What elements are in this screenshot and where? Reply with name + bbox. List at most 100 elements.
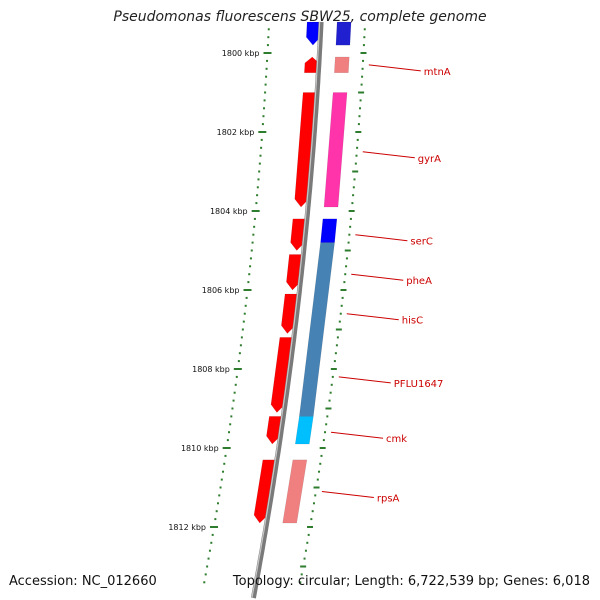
scale-dot bbox=[245, 296, 248, 299]
outer-dot bbox=[361, 75, 364, 78]
scale-dot bbox=[229, 423, 232, 426]
scale-dot bbox=[204, 573, 207, 576]
scale-dot bbox=[264, 83, 267, 86]
outer-dot bbox=[319, 462, 322, 465]
scale-dot bbox=[257, 178, 260, 181]
scale-dot bbox=[219, 486, 222, 489]
gene-label-cmk: cmk bbox=[386, 434, 407, 445]
scale-dot bbox=[206, 565, 209, 568]
scale-dot bbox=[260, 146, 263, 149]
scale-dot bbox=[224, 454, 227, 457]
scale-dot bbox=[215, 510, 218, 513]
outer-dot bbox=[362, 59, 365, 62]
outer-dot bbox=[360, 52, 367, 54]
scale-dot bbox=[243, 312, 246, 315]
scale-dot bbox=[239, 344, 242, 347]
outer-dot bbox=[348, 210, 355, 212]
major-tick bbox=[251, 210, 260, 212]
scale-dot bbox=[265, 75, 268, 78]
outer-dot bbox=[326, 415, 329, 418]
scale-dot bbox=[256, 186, 259, 189]
gene-leader-line bbox=[321, 490, 374, 498]
scale-dot bbox=[247, 281, 250, 284]
scale-dot bbox=[237, 360, 240, 363]
scale-dot bbox=[249, 257, 252, 260]
map-title: Pseudomonas fluorescens SBW25, complete … bbox=[113, 9, 487, 25]
genome-summary: Topology: circular; Length: 6,722,539 bp… bbox=[232, 574, 590, 589]
outer-dot bbox=[340, 304, 343, 307]
outer-dot bbox=[340, 289, 347, 291]
outer-dot bbox=[299, 581, 302, 584]
scale-dot bbox=[241, 328, 244, 331]
outer-dot bbox=[353, 178, 356, 181]
outer-dot bbox=[344, 273, 347, 276]
outer-dot bbox=[320, 454, 323, 457]
scale-dot bbox=[211, 533, 214, 536]
scale-dot bbox=[203, 581, 206, 584]
outer-dot bbox=[359, 107, 362, 110]
accession-text: Accession: NC_012660 bbox=[9, 574, 157, 589]
scale-dot bbox=[264, 91, 267, 94]
outer-dot bbox=[359, 99, 362, 102]
feature-middle-11 bbox=[323, 92, 348, 208]
gene-label-hisc: hisC bbox=[402, 316, 423, 327]
gene-leader-line bbox=[368, 64, 421, 72]
outer-dot bbox=[339, 312, 342, 315]
outer-dot bbox=[341, 296, 344, 299]
outer-dot bbox=[345, 257, 348, 260]
scale-dot bbox=[261, 123, 264, 126]
scale-dot bbox=[258, 170, 261, 173]
backbone-highlight bbox=[251, 21, 321, 599]
outer-dot bbox=[314, 494, 317, 497]
outer-dot bbox=[333, 360, 336, 363]
outer-dot bbox=[343, 281, 346, 284]
outer-dot bbox=[358, 91, 365, 94]
scale-dot bbox=[218, 494, 221, 497]
scale-dot bbox=[258, 162, 261, 165]
scale-dot bbox=[233, 391, 236, 394]
feature-middle-15 bbox=[282, 459, 308, 524]
major-tick bbox=[210, 526, 219, 528]
outer-dot bbox=[318, 470, 321, 473]
gene-label-phea: pheA bbox=[406, 276, 432, 287]
outer-dot bbox=[307, 533, 310, 536]
scale-dot bbox=[216, 502, 219, 505]
scale-dot bbox=[265, 67, 268, 70]
gene-leader-line bbox=[362, 151, 415, 159]
scale-dot bbox=[230, 415, 233, 418]
gene-label-serc: serC bbox=[410, 237, 432, 248]
outer-dot bbox=[344, 249, 351, 252]
outer-dot bbox=[361, 67, 364, 70]
backbone-line bbox=[250, 21, 324, 599]
gene-labels: mtnA gyrA serC pheA hisC PFLU1647 cmk rpsA bbox=[321, 64, 451, 504]
scale-dot bbox=[263, 99, 266, 102]
major-tick bbox=[222, 447, 231, 449]
scale-dot bbox=[267, 28, 270, 31]
major-tick bbox=[233, 368, 242, 370]
outer-dot bbox=[356, 138, 359, 141]
outer-dot bbox=[348, 233, 351, 236]
scale-dot bbox=[208, 549, 211, 552]
gene-leader-line bbox=[351, 273, 404, 281]
scale-dot bbox=[266, 59, 269, 62]
outer-dot bbox=[331, 375, 334, 378]
scale-dot bbox=[214, 518, 217, 521]
scale-dot bbox=[220, 478, 223, 481]
outer-dot bbox=[357, 123, 360, 126]
outer-dot bbox=[325, 407, 332, 410]
outer-dot bbox=[313, 486, 320, 489]
scale-dot bbox=[234, 383, 237, 386]
major-tick bbox=[258, 131, 267, 133]
scale-dot bbox=[238, 352, 241, 355]
gene-label-pflu1647: PFLU1647 bbox=[394, 379, 444, 390]
scale-ticks: 1800 kbp 1802 kbp 1804 kbp 1806 kbp 1808 kbp… bbox=[168, 28, 367, 584]
scale-dot bbox=[252, 233, 255, 236]
outer-dot bbox=[358, 115, 361, 118]
outer-dot bbox=[300, 573, 303, 576]
outer-dot bbox=[306, 541, 309, 544]
scale-dot bbox=[244, 304, 247, 307]
gene-leader-line bbox=[338, 376, 391, 384]
outer-dot bbox=[363, 28, 366, 31]
outer-dot bbox=[336, 336, 339, 339]
outer-dot bbox=[356, 146, 359, 149]
